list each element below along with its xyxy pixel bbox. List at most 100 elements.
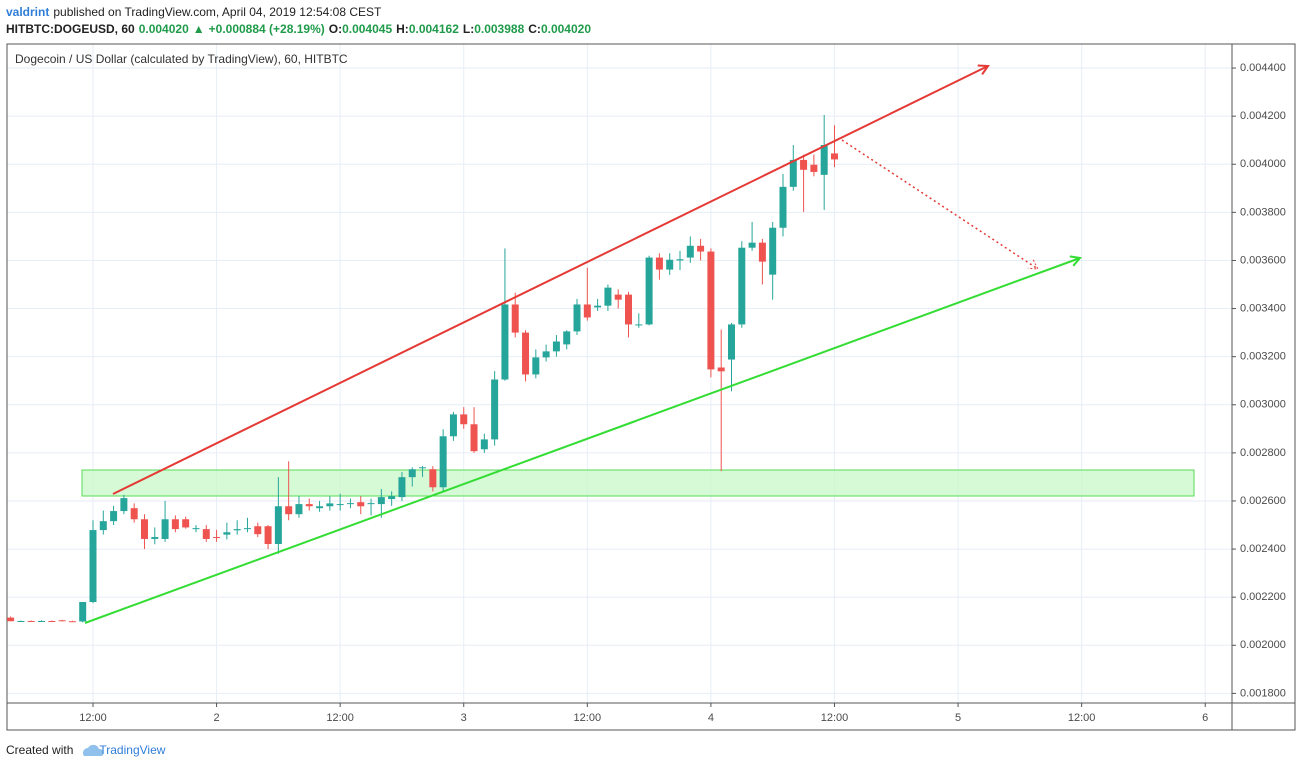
y-tick-label: 0.001800 — [1240, 687, 1286, 699]
author[interactable]: valdrint — [6, 5, 50, 19]
y-tick-label: 0.002600 — [1240, 495, 1286, 507]
candle-body — [398, 477, 406, 498]
close-value: 0.004020 — [540, 22, 591, 36]
high-label: H: — [396, 22, 409, 36]
projection-arrow — [841, 139, 1039, 270]
candle-body — [717, 367, 725, 372]
support-line — [84, 258, 1080, 624]
candle-body — [79, 601, 87, 622]
low-label: L: — [462, 22, 475, 36]
x-tick-label: 12:00 — [1068, 712, 1096, 724]
candle-body — [655, 257, 663, 270]
candle-body — [522, 332, 530, 375]
candle-body — [377, 497, 385, 505]
candle-body — [460, 414, 468, 425]
candle-body — [614, 294, 622, 300]
candle-body — [140, 519, 148, 539]
candle-body — [223, 532, 231, 535]
candle-body — [686, 245, 694, 258]
frame — [6, 43, 1296, 731]
candle-body — [594, 305, 602, 308]
candle-body — [573, 304, 581, 332]
brand[interactable]: TradingView — [99, 743, 166, 757]
candle-body — [501, 304, 509, 380]
candle-body — [810, 164, 818, 172]
candle-body — [449, 414, 457, 437]
x-tick-label: 12:00 — [821, 712, 849, 724]
grid — [7, 44, 1232, 703]
candle-body — [635, 324, 643, 326]
candle-body — [264, 526, 272, 545]
close-label: C: — [528, 22, 541, 36]
candle-body — [470, 424, 478, 452]
y-tick-label: 0.003000 — [1240, 399, 1286, 411]
published: published on TradingView.com, April 04, … — [53, 5, 382, 19]
x-tick-label: 2 — [214, 712, 220, 724]
open-value: 0.004045 — [342, 22, 393, 36]
candle-body — [367, 503, 375, 505]
candle-body — [604, 287, 612, 306]
candle-body — [408, 469, 416, 478]
y-tick-label: 0.002000 — [1240, 639, 1286, 651]
candle-body — [625, 294, 633, 325]
candle-body — [285, 506, 293, 515]
candle-body — [305, 504, 313, 507]
candle-body — [583, 304, 591, 318]
candle-body — [820, 145, 828, 175]
change: +0.000884 (+28.19%) — [208, 22, 325, 36]
candle-body — [830, 153, 838, 160]
resistance-line — [112, 66, 988, 495]
candle-body — [789, 159, 797, 187]
x-tick-label: 3 — [461, 712, 467, 724]
y-tick-label: 0.003400 — [1240, 302, 1286, 314]
candle-body — [738, 247, 746, 325]
candle-body — [429, 469, 437, 488]
low-value: 0.003988 — [474, 22, 525, 36]
tv-logo — [83, 744, 104, 756]
candle-body — [748, 242, 756, 248]
candle-body — [89, 530, 97, 602]
candle-body — [27, 620, 35, 622]
up-triangle: ▲ — [192, 22, 205, 36]
footer: Created with TradingView — [6, 743, 165, 757]
x-tick-label: 12:00 — [326, 712, 354, 724]
candle-body — [213, 537, 221, 539]
created-with: Created with — [6, 743, 74, 757]
candle-body — [769, 227, 777, 275]
x-tick-label: 12:00 — [574, 712, 602, 724]
candle-body — [707, 251, 715, 370]
candle-body — [491, 379, 499, 440]
candle-body — [202, 529, 210, 539]
candle-body — [563, 331, 571, 345]
candle-body — [542, 351, 550, 358]
candle-body — [326, 503, 334, 507]
candle-body — [336, 504, 344, 506]
x-tick-label: 6 — [1202, 712, 1208, 724]
candle-body — [419, 467, 427, 469]
candle-body — [439, 436, 447, 488]
candle-body — [130, 508, 138, 520]
x-tick-label: 5 — [955, 712, 961, 724]
candle-body — [480, 439, 488, 450]
y-tick-label: 0.003800 — [1240, 206, 1286, 218]
candle-body — [110, 511, 118, 522]
candle-body — [120, 498, 128, 512]
support-zone — [81, 469, 1195, 497]
candle-body — [37, 620, 45, 622]
candle-body — [388, 496, 396, 500]
y-tick-label: 0.004000 — [1240, 158, 1286, 170]
candle-body — [161, 519, 169, 539]
y-tick-label: 0.004200 — [1240, 110, 1286, 122]
candle-body — [511, 304, 519, 333]
y-tick-label: 0.002800 — [1240, 447, 1286, 459]
candle-body — [295, 504, 303, 515]
candle-body — [357, 502, 365, 507]
candle-body — [171, 519, 179, 530]
candle-body — [697, 245, 705, 252]
candle-body — [676, 259, 684, 261]
candle-body — [666, 259, 674, 270]
symbol-line: HITBTC:DOGEUSD, 60 0.004020 ▲ +0.000884 (+2… — [6, 22, 595, 36]
candle-body — [68, 621, 76, 623]
